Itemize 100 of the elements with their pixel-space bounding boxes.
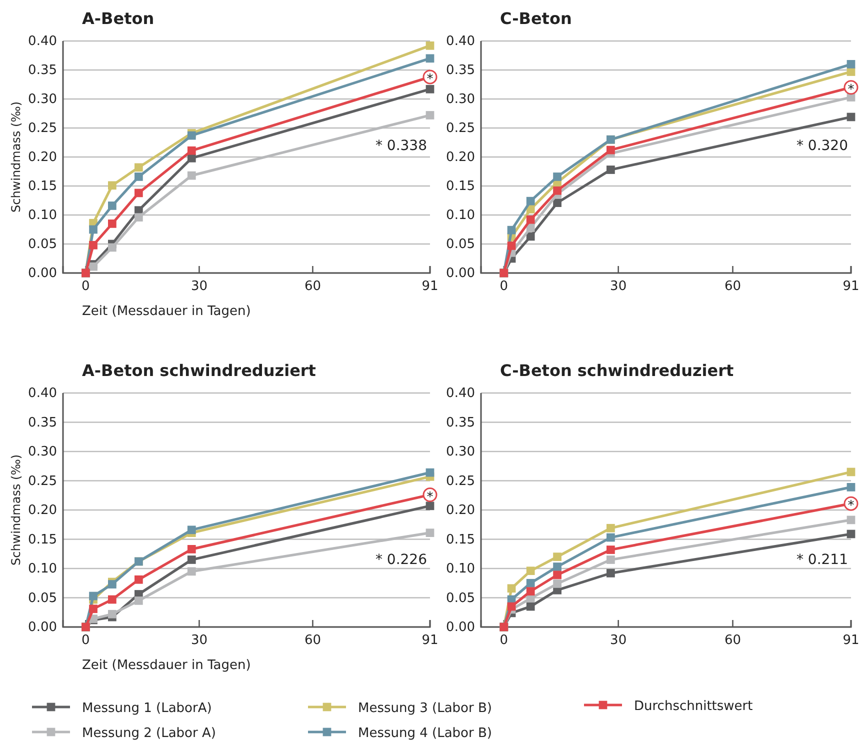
y-tick-label: 0.20 (28, 150, 57, 166)
y-tick-label: 0.35 (446, 63, 475, 78)
y-tick-label: 0.15 (28, 179, 57, 194)
y-tick-label: 0.25 (446, 474, 475, 489)
annotation: * (848, 498, 855, 514)
point (606, 146, 615, 154)
chart-title: A-Beton (82, 9, 154, 28)
point (89, 262, 98, 271)
y-tick-label: 0.05 (446, 590, 475, 606)
point (606, 568, 615, 578)
point (526, 215, 535, 224)
point (846, 60, 856, 68)
point (108, 580, 116, 588)
point (426, 41, 434, 50)
point (526, 602, 535, 611)
annotation: * 0.320 (796, 138, 848, 154)
x-tick-label: 60 (724, 279, 742, 294)
point (846, 516, 856, 524)
y-tick-label: 0.10 (28, 208, 57, 224)
point (553, 580, 562, 588)
y-tick-label: 0.40 (28, 34, 57, 50)
point (553, 198, 562, 208)
chart-title: C-Beton schwindreduziert (500, 361, 734, 380)
x-tick-label: 0 (82, 633, 90, 648)
x-tick-label: 60 (724, 633, 742, 648)
point (89, 604, 98, 614)
point (108, 595, 116, 604)
point (426, 54, 434, 63)
x-tick-label: 30 (610, 633, 627, 648)
point (89, 592, 98, 600)
annotation: * (426, 490, 434, 505)
annotation: * 0.338 (375, 138, 427, 154)
point (553, 562, 562, 571)
x-tick-label: 91 (422, 633, 438, 648)
y-tick-label: 0.10 (446, 562, 475, 577)
y-tick-label: 0.40 (446, 386, 475, 402)
y-tick-label: 0.35 (28, 63, 57, 78)
point (846, 112, 856, 122)
x-axis-title: Zeit (Messdauer in Tagen) (82, 658, 251, 673)
y-tick-label: 0.10 (28, 562, 57, 577)
y-tick-label: 0.00 (446, 620, 475, 636)
point (553, 172, 562, 181)
y-tick-label: 0.05 (446, 237, 475, 252)
y-tick-label: 0.00 (28, 266, 57, 282)
y-tick-label: 0.05 (28, 590, 57, 606)
y-tick-label: 0.25 (28, 121, 57, 136)
point (134, 163, 143, 172)
y-tick-label: 0.25 (28, 474, 57, 489)
x-tick-label: 91 (842, 633, 860, 648)
annotation: * (848, 82, 855, 98)
point (526, 587, 535, 596)
x-tick-label: 60 (304, 279, 321, 294)
point (846, 483, 856, 492)
x-tick-label: 30 (610, 279, 627, 294)
point (526, 196, 535, 206)
point (187, 146, 196, 155)
x-tick-label: 91 (422, 279, 438, 294)
y-tick-label: 0.15 (446, 532, 475, 548)
y-tick-label: 0.05 (28, 237, 57, 252)
point (553, 186, 562, 195)
annotation: * 0.211 (796, 552, 848, 568)
point (108, 202, 116, 210)
point (507, 226, 516, 234)
annotation: * 0.226 (375, 552, 428, 568)
y-tick-label: 0.20 (446, 503, 475, 518)
legend-label: Durchschnittswert (634, 699, 753, 714)
y-tick-label: 0.00 (446, 266, 475, 282)
legend-label: Messung 3 (Labor B) (358, 701, 492, 716)
y-tick-label: 0.35 (446, 415, 475, 430)
point (187, 526, 196, 534)
point (526, 232, 535, 241)
x-axis-title: Zeit (Messdauer in Tagen) (82, 304, 251, 319)
point (606, 524, 615, 532)
point (187, 131, 196, 140)
legend-label: Messung 4 (Labor B) (358, 726, 492, 741)
y-tick-label: 0.40 (28, 386, 57, 402)
x-tick-label: 60 (304, 633, 321, 648)
y-axis-title: Schwindmass (‰) (9, 454, 23, 566)
x-tick-label: 0 (500, 633, 508, 648)
point (134, 172, 143, 181)
x-tick-label: 30 (190, 633, 208, 648)
point (846, 468, 856, 476)
y-tick-label: 0.00 (28, 620, 57, 636)
y-tick-label: 0.30 (446, 92, 475, 108)
y-tick-label: 0.10 (446, 208, 475, 224)
point (108, 243, 116, 252)
y-tick-label: 0.25 (446, 121, 475, 136)
point (187, 545, 196, 554)
point (89, 225, 98, 234)
y-tick-label: 0.30 (28, 444, 57, 460)
point (606, 533, 615, 542)
point (89, 240, 98, 250)
chart-title: A-Beton schwindreduziert (82, 361, 316, 380)
point (108, 610, 116, 618)
chart-title: C-Beton (500, 9, 572, 28)
point (606, 556, 615, 564)
point (507, 584, 516, 593)
y-tick-label: 0.20 (28, 503, 57, 518)
x-tick-label: 91 (842, 279, 860, 294)
point (134, 575, 143, 584)
